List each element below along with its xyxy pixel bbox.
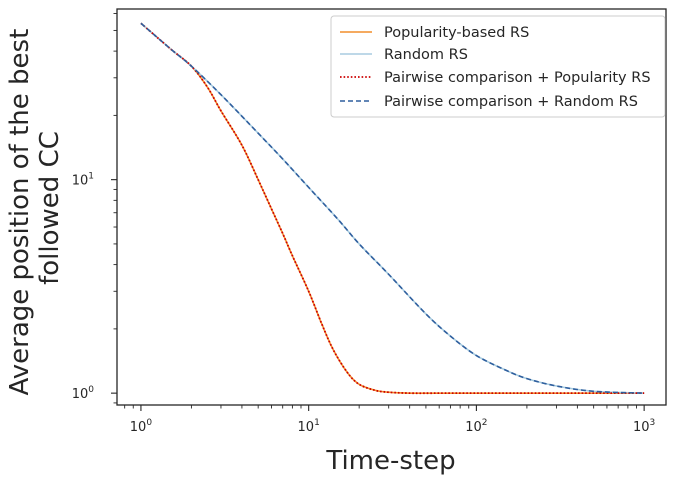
x-tick-label: 103 [633,418,655,435]
y-axis-title-line-1: Average position of the best [5,29,35,396]
legend-label-popularity-rs: Popularity-based RS [384,25,529,41]
y-axis-title-line-2: followed CC [35,131,65,285]
y-axis-ticks: 100 101 [72,13,117,404]
legend: Popularity-based RS Random RS Pairwise c… [330,15,666,118]
y-tick-label: 100 [72,385,95,402]
legend-box [330,15,666,118]
legend-label-pairwise-popularity-rs: Pairwise comparison + Popularity RS [384,70,651,86]
series-layer [140,22,645,395]
x-tick-label: 100 [130,418,153,435]
y-tick-label: 101 [72,172,94,189]
y-axis-title: Average position of the best followed CC [5,20,65,395]
series-line-pairwise-comparison-popularity-rs [140,22,645,395]
x-tick-label: 101 [298,418,320,435]
legend-label-random-rs: Random RS [384,47,468,63]
x-tick-label: 102 [465,418,487,435]
plot-frame [116,8,667,406]
legend-label-pairwise-random-rs: Pairwise comparison + Random RS [384,94,638,110]
x-axis-title: Time-step [325,446,455,476]
series-line-pairwise-comparison-random-rs [140,22,645,394]
